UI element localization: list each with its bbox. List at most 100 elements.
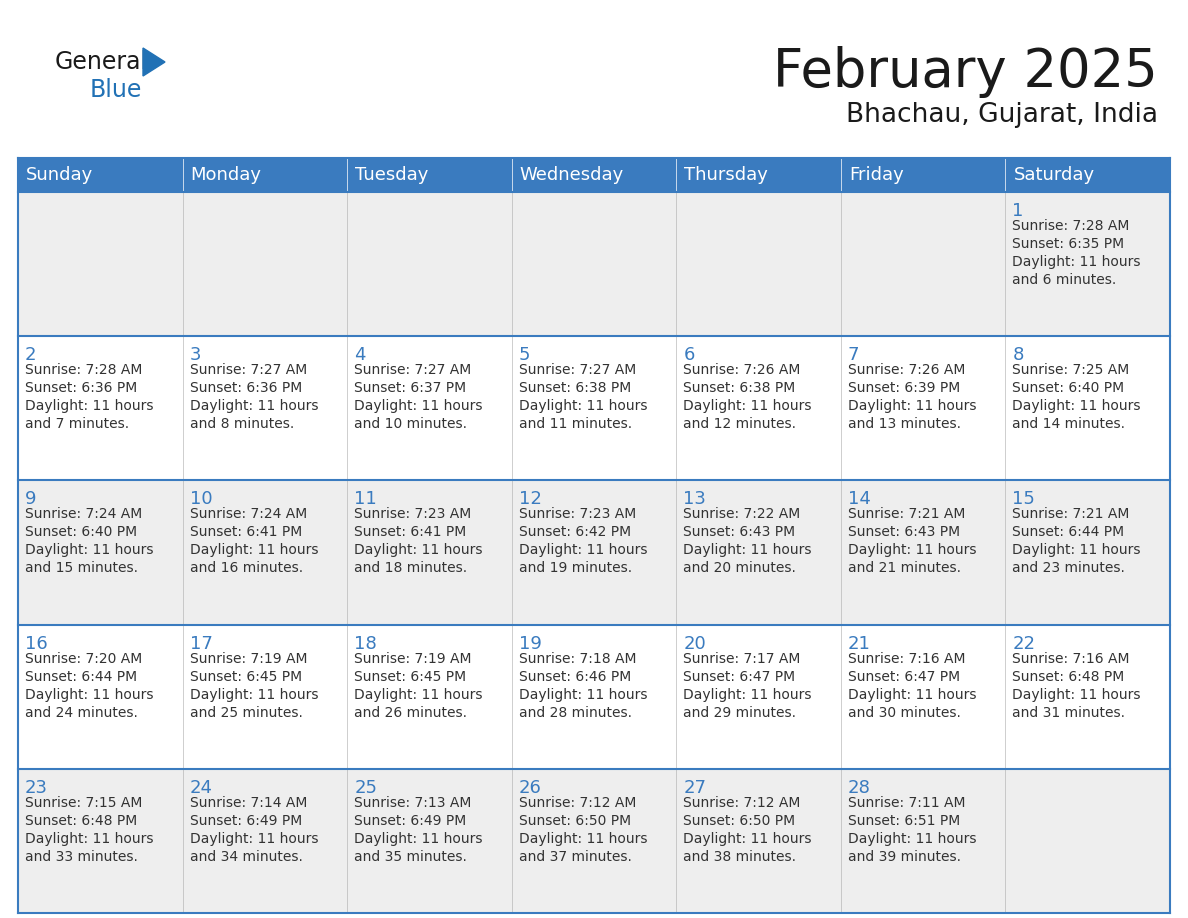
- Text: Daylight: 11 hours: Daylight: 11 hours: [683, 399, 811, 413]
- Text: Daylight: 11 hours: Daylight: 11 hours: [25, 399, 153, 413]
- Text: Sunset: 6:47 PM: Sunset: 6:47 PM: [683, 669, 796, 684]
- Bar: [18, 192, 1170, 336]
- Text: Sunrise: 7:26 AM: Sunrise: 7:26 AM: [848, 364, 965, 377]
- Text: Sunrise: 7:15 AM: Sunrise: 7:15 AM: [25, 796, 143, 810]
- Text: Daylight: 11 hours: Daylight: 11 hours: [519, 399, 647, 413]
- Text: Sunset: 6:38 PM: Sunset: 6:38 PM: [683, 381, 796, 396]
- Text: Blue: Blue: [90, 78, 143, 102]
- Text: Daylight: 11 hours: Daylight: 11 hours: [519, 543, 647, 557]
- Text: and 16 minutes.: and 16 minutes.: [190, 562, 303, 576]
- Text: Sunrise: 7:16 AM: Sunrise: 7:16 AM: [848, 652, 966, 666]
- Text: 8: 8: [1012, 346, 1024, 364]
- Text: 10: 10: [190, 490, 213, 509]
- Text: 18: 18: [354, 634, 377, 653]
- Text: Sunrise: 7:27 AM: Sunrise: 7:27 AM: [519, 364, 636, 377]
- Text: Daylight: 11 hours: Daylight: 11 hours: [190, 543, 318, 557]
- Bar: [18, 768, 1170, 913]
- Text: and 10 minutes.: and 10 minutes.: [354, 417, 467, 431]
- Text: and 37 minutes.: and 37 minutes.: [519, 850, 632, 864]
- Text: Sunset: 6:45 PM: Sunset: 6:45 PM: [354, 669, 466, 684]
- Text: Sunrise: 7:27 AM: Sunrise: 7:27 AM: [354, 364, 472, 377]
- Text: Sunrise: 7:14 AM: Sunrise: 7:14 AM: [190, 796, 307, 810]
- Text: 3: 3: [190, 346, 201, 364]
- Text: Sunrise: 7:23 AM: Sunrise: 7:23 AM: [519, 508, 636, 521]
- Text: and 13 minutes.: and 13 minutes.: [848, 417, 961, 431]
- Text: General: General: [55, 50, 148, 74]
- Text: Sunset: 6:38 PM: Sunset: 6:38 PM: [519, 381, 631, 396]
- Text: Daylight: 11 hours: Daylight: 11 hours: [354, 688, 482, 701]
- Text: Sunrise: 7:27 AM: Sunrise: 7:27 AM: [190, 364, 307, 377]
- Text: Sunrise: 7:12 AM: Sunrise: 7:12 AM: [519, 796, 636, 810]
- Text: Sunset: 6:48 PM: Sunset: 6:48 PM: [1012, 669, 1125, 684]
- Text: 19: 19: [519, 634, 542, 653]
- Text: Sunset: 6:47 PM: Sunset: 6:47 PM: [848, 669, 960, 684]
- Text: and 20 minutes.: and 20 minutes.: [683, 562, 796, 576]
- Text: Daylight: 11 hours: Daylight: 11 hours: [190, 688, 318, 701]
- Text: Sunrise: 7:28 AM: Sunrise: 7:28 AM: [25, 364, 143, 377]
- Text: 24: 24: [190, 778, 213, 797]
- Bar: [18, 336, 1170, 480]
- Text: 14: 14: [848, 490, 871, 509]
- Text: Sunset: 6:50 PM: Sunset: 6:50 PM: [519, 813, 631, 828]
- Text: Daylight: 11 hours: Daylight: 11 hours: [1012, 688, 1140, 701]
- Text: and 7 minutes.: and 7 minutes.: [25, 417, 129, 431]
- Text: Monday: Monday: [190, 166, 261, 184]
- Text: Sunset: 6:42 PM: Sunset: 6:42 PM: [519, 525, 631, 540]
- Text: Sunset: 6:40 PM: Sunset: 6:40 PM: [1012, 381, 1125, 396]
- Text: Daylight: 11 hours: Daylight: 11 hours: [848, 399, 977, 413]
- Text: Sunrise: 7:17 AM: Sunrise: 7:17 AM: [683, 652, 801, 666]
- Text: and 12 minutes.: and 12 minutes.: [683, 417, 796, 431]
- Text: Sunrise: 7:18 AM: Sunrise: 7:18 AM: [519, 652, 637, 666]
- Text: Sunrise: 7:12 AM: Sunrise: 7:12 AM: [683, 796, 801, 810]
- Text: and 14 minutes.: and 14 minutes.: [1012, 417, 1125, 431]
- Text: Sunset: 6:36 PM: Sunset: 6:36 PM: [25, 381, 138, 396]
- Text: Daylight: 11 hours: Daylight: 11 hours: [519, 832, 647, 845]
- Text: and 21 minutes.: and 21 minutes.: [848, 562, 961, 576]
- Text: and 15 minutes.: and 15 minutes.: [25, 562, 138, 576]
- Text: Daylight: 11 hours: Daylight: 11 hours: [25, 543, 153, 557]
- Text: Daylight: 11 hours: Daylight: 11 hours: [190, 399, 318, 413]
- Text: 16: 16: [25, 634, 48, 653]
- Text: 28: 28: [848, 778, 871, 797]
- Text: 17: 17: [190, 634, 213, 653]
- Text: Sunrise: 7:16 AM: Sunrise: 7:16 AM: [1012, 652, 1130, 666]
- Text: 7: 7: [848, 346, 859, 364]
- Text: Sunrise: 7:21 AM: Sunrise: 7:21 AM: [848, 508, 965, 521]
- Text: Sunrise: 7:11 AM: Sunrise: 7:11 AM: [848, 796, 966, 810]
- Text: February 2025: February 2025: [773, 46, 1158, 98]
- Text: 23: 23: [25, 778, 48, 797]
- Text: Bhachau, Gujarat, India: Bhachau, Gujarat, India: [846, 102, 1158, 128]
- Text: Sunrise: 7:19 AM: Sunrise: 7:19 AM: [354, 652, 472, 666]
- Text: Sunrise: 7:20 AM: Sunrise: 7:20 AM: [25, 652, 143, 666]
- Text: Sunset: 6:46 PM: Sunset: 6:46 PM: [519, 669, 631, 684]
- Text: Sunrise: 7:24 AM: Sunrise: 7:24 AM: [190, 508, 307, 521]
- Text: Sunset: 6:36 PM: Sunset: 6:36 PM: [190, 381, 302, 396]
- Text: Daylight: 11 hours: Daylight: 11 hours: [354, 543, 482, 557]
- Text: Daylight: 11 hours: Daylight: 11 hours: [848, 543, 977, 557]
- Text: Sunrise: 7:28 AM: Sunrise: 7:28 AM: [1012, 219, 1130, 233]
- Text: 25: 25: [354, 778, 377, 797]
- Text: Sunset: 6:48 PM: Sunset: 6:48 PM: [25, 813, 138, 828]
- Text: Daylight: 11 hours: Daylight: 11 hours: [683, 832, 811, 845]
- Text: and 35 minutes.: and 35 minutes.: [354, 850, 467, 864]
- Text: Daylight: 11 hours: Daylight: 11 hours: [1012, 255, 1140, 269]
- Text: Sunrise: 7:13 AM: Sunrise: 7:13 AM: [354, 796, 472, 810]
- Text: Daylight: 11 hours: Daylight: 11 hours: [25, 688, 153, 701]
- Text: Sunrise: 7:21 AM: Sunrise: 7:21 AM: [1012, 508, 1130, 521]
- Text: Sunset: 6:39 PM: Sunset: 6:39 PM: [848, 381, 960, 396]
- Bar: [18, 480, 1170, 624]
- Text: Sunset: 6:51 PM: Sunset: 6:51 PM: [848, 813, 960, 828]
- Text: Sunrise: 7:23 AM: Sunrise: 7:23 AM: [354, 508, 472, 521]
- Text: Friday: Friday: [849, 166, 904, 184]
- Text: Sunset: 6:40 PM: Sunset: 6:40 PM: [25, 525, 137, 540]
- Text: 15: 15: [1012, 490, 1035, 509]
- Text: Tuesday: Tuesday: [355, 166, 429, 184]
- Text: and 31 minutes.: and 31 minutes.: [1012, 706, 1125, 720]
- Text: and 23 minutes.: and 23 minutes.: [1012, 562, 1125, 576]
- Text: Daylight: 11 hours: Daylight: 11 hours: [683, 688, 811, 701]
- Text: and 18 minutes.: and 18 minutes.: [354, 562, 467, 576]
- Text: Daylight: 11 hours: Daylight: 11 hours: [683, 543, 811, 557]
- Text: 6: 6: [683, 346, 695, 364]
- Text: Sunset: 6:49 PM: Sunset: 6:49 PM: [354, 813, 467, 828]
- Text: 21: 21: [848, 634, 871, 653]
